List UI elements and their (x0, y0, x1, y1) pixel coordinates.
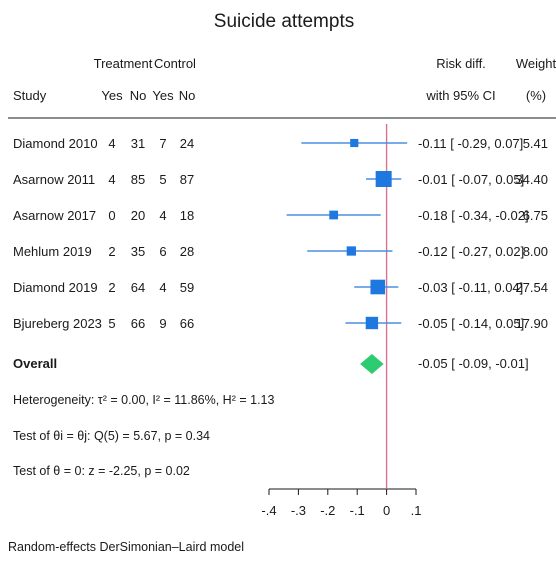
study-name: Diamond 2019 (13, 280, 98, 295)
control-no: 59 (180, 280, 194, 295)
study-row: Asarnow 2011 4 85 5 87 -0.01 [ -0.07, 0.05]34… (13, 171, 548, 187)
risk-diff-ci: -0.01 [ -0.07, 0.05] (418, 172, 524, 187)
study-name: Mehlum 2019 (13, 244, 92, 259)
risk-diff-ci: -0.12 [ -0.27, 0.02] (418, 244, 524, 259)
header-control: Control (154, 56, 196, 71)
header-study: Study (13, 88, 47, 103)
treatment-no: 20 (131, 208, 145, 223)
risk-diff-ci: -0.05 [ -0.14, 0.05] (418, 316, 524, 331)
weight-value: 5.41 (523, 136, 548, 151)
control-yes: 4 (159, 280, 166, 295)
control-no: 24 (180, 136, 194, 151)
effect-square (350, 138, 359, 148)
control-no: 66 (180, 316, 194, 331)
study-name: Diamond 2010 (13, 136, 98, 151)
x-tick-label: -.1 (350, 503, 365, 518)
header-treatment-no: No (130, 88, 147, 103)
control-yes: 6 (159, 244, 166, 259)
study-row: Asarnow 2017 0 20 4 18 -0.18 [ -0.34, -0.02]6… (13, 208, 548, 223)
study-row: Diamond 2010 4 31 7 24 -0.11 [ -0.29, 0.07] 5.… (13, 136, 548, 151)
overall-diamond (360, 354, 384, 374)
footnote: Random-effects DerSimonian–Laird model (8, 540, 244, 554)
treatment-yes: 0 (108, 208, 115, 223)
header-weight-line2: (%) (526, 88, 546, 103)
overall-ci: -0.05 [ -0.09, -0.01] (418, 356, 529, 371)
control-no: 28 (180, 244, 194, 259)
control-yes: 5 (159, 172, 166, 187)
effect-square (375, 171, 392, 187)
header-control-no: No (179, 88, 196, 103)
x-tick-label: 0 (383, 503, 390, 518)
treatment-no: 35 (131, 244, 145, 259)
weight-value: 6.75 (523, 208, 548, 223)
x-tick-label: -.3 (291, 503, 306, 518)
header-treatment-yes: Yes (101, 88, 123, 103)
x-tick-label: .1 (411, 503, 422, 518)
overall-label: Overall (13, 356, 57, 371)
study-row: Mehlum 2019 2 35 6 28 -0.12 [ -0.27, 0.02]8.0… (13, 244, 548, 259)
heterogeneity-stats: Heterogeneity: τ² = 0.00, I² = 11.86%, H… (13, 393, 274, 407)
treatment-yes: 5 (108, 316, 115, 331)
control-yes: 9 (159, 316, 166, 331)
weight-value: 17.90 (515, 316, 548, 331)
header-control-yes: Yes (152, 88, 174, 103)
control-no: 87 (180, 172, 194, 187)
weight-value: 34.40 (515, 172, 548, 187)
treatment-no: 31 (131, 136, 145, 151)
header-weight-line1: Weight (516, 56, 556, 71)
study-rows: Diamond 2010 4 31 7 24 -0.11 [ -0.29, 0.07] 5.… (13, 136, 548, 331)
control-yes: 4 (159, 208, 166, 223)
test-theta-equal: Test of θi = θj: Q(5) = 5.67, p = 0.34 (13, 429, 210, 443)
risk-diff-ci: -0.03 [ -0.11, 0.04] (418, 280, 523, 295)
risk-diff-ci: -0.18 [ -0.34, -0.02] (418, 208, 529, 223)
effect-square (365, 316, 379, 330)
treatment-no: 66 (131, 316, 145, 331)
treatment-no: 64 (131, 280, 145, 295)
study-row: Diamond 2019 2 64 4 59 -0.03 [ -0.11, 0.04]27… (13, 279, 548, 295)
weight-value: 27.54 (515, 280, 548, 295)
effect-square (370, 279, 386, 295)
x-axis-ticks: -.4 -.3 -.2 -.1 0 .1 (261, 489, 421, 518)
header-effect-line1: Risk diff. (436, 56, 486, 71)
x-tick-label: -.2 (320, 503, 335, 518)
header-treatment: Treatment (94, 56, 153, 71)
control-yes: 7 (159, 136, 166, 151)
control-no: 18 (180, 208, 194, 223)
header-effect-line2: with 95% CI (425, 88, 495, 103)
effect-square (329, 210, 339, 220)
test-theta-zero: Test of θ = 0: z = -2.25, p = 0.02 (13, 464, 190, 478)
treatment-yes: 2 (108, 244, 115, 259)
study-name: Bjureberg 2023 (13, 316, 102, 331)
weight-value: 8.00 (523, 244, 548, 259)
chart-title: Suicide attempts (214, 11, 354, 32)
treatment-yes: 4 (108, 172, 115, 187)
treatment-yes: 4 (108, 136, 115, 151)
x-tick-label: -.4 (261, 503, 276, 518)
study-name: Asarnow 2011 (13, 172, 95, 187)
treatment-yes: 2 (108, 280, 115, 295)
risk-diff-ci: -0.11 [ -0.29, 0.07] (418, 136, 523, 151)
study-name: Asarnow 2017 (13, 208, 96, 223)
study-row: Bjureberg 2023 5 66 9 66 -0.05 [ -0.14, 0.05]… (13, 316, 548, 331)
effect-square (346, 246, 356, 256)
treatment-no: 85 (131, 172, 145, 187)
